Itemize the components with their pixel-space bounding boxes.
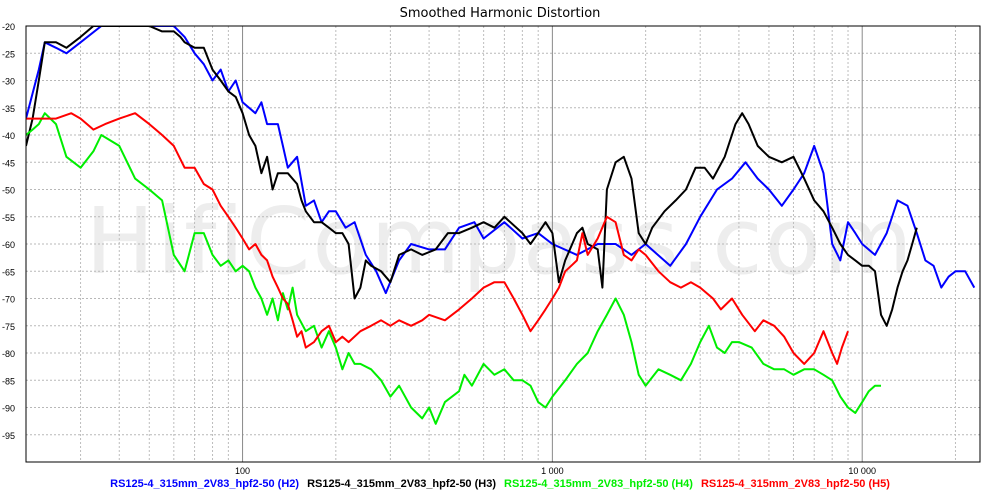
x-tick-label: 100 (235, 466, 250, 476)
series-line-2 (26, 26, 918, 327)
y-tick-label: -20 (2, 22, 15, 32)
series-line-1 (26, 26, 976, 295)
y-tick-label: -65 (2, 267, 15, 277)
y-tick-label: -80 (2, 349, 15, 359)
legend-entry-2: RS125-4_315mm_2V83_hpf2-50 (H3) (307, 478, 496, 490)
y-tick-label: -30 (2, 77, 15, 87)
y-tick-label: -40 (2, 131, 15, 141)
grid-lines (26, 26, 980, 462)
y-tick-label: -85 (2, 376, 15, 386)
y-tick-label: -70 (2, 295, 15, 305)
legend-entry-1: RS125-4_315mm_2V83_hpf2-50 (H2) (110, 478, 300, 490)
y-tick-label: -55 (2, 213, 15, 223)
series-lines (26, 26, 976, 425)
y-tick-label: -95 (2, 431, 15, 441)
x-tick-label: 10 000 (848, 466, 876, 476)
y-tick-label: -90 (2, 404, 15, 414)
y-tick-label: -50 (2, 186, 15, 196)
series-line-4 (26, 112, 849, 365)
y-tick-label: -25 (2, 49, 15, 59)
y-tick-label: -75 (2, 322, 15, 332)
y-tick-label: -45 (2, 158, 15, 168)
plot-frame (25, 25, 981, 463)
y-axis-tick-labels: -20 -25 -30 -35 -40 -45 -50 -55 -60 -65 -70 -75 -80 -… (2, 22, 15, 441)
x-tick-label: 1 000 (541, 466, 564, 476)
series-line-3 (26, 112, 881, 425)
legend-entry-4: RS125-4_315mm_2V83_hpf2-50 (H5) (700, 478, 890, 490)
legend-entry-3: RS125-4_315mm_2V83_hpf2-50 (H4) (504, 478, 693, 490)
y-tick-label: -35 (2, 104, 15, 114)
legend: RS125-4_315mm_2V83_hpf2-50 (H2) RS125-4_3… (0, 478, 1000, 490)
chart-title: Smoothed Harmonic Distortion (399, 6, 601, 21)
x-axis-tick-labels: 100 1 000 10 000 (235, 466, 876, 476)
y-tick-label: -60 (2, 240, 15, 250)
